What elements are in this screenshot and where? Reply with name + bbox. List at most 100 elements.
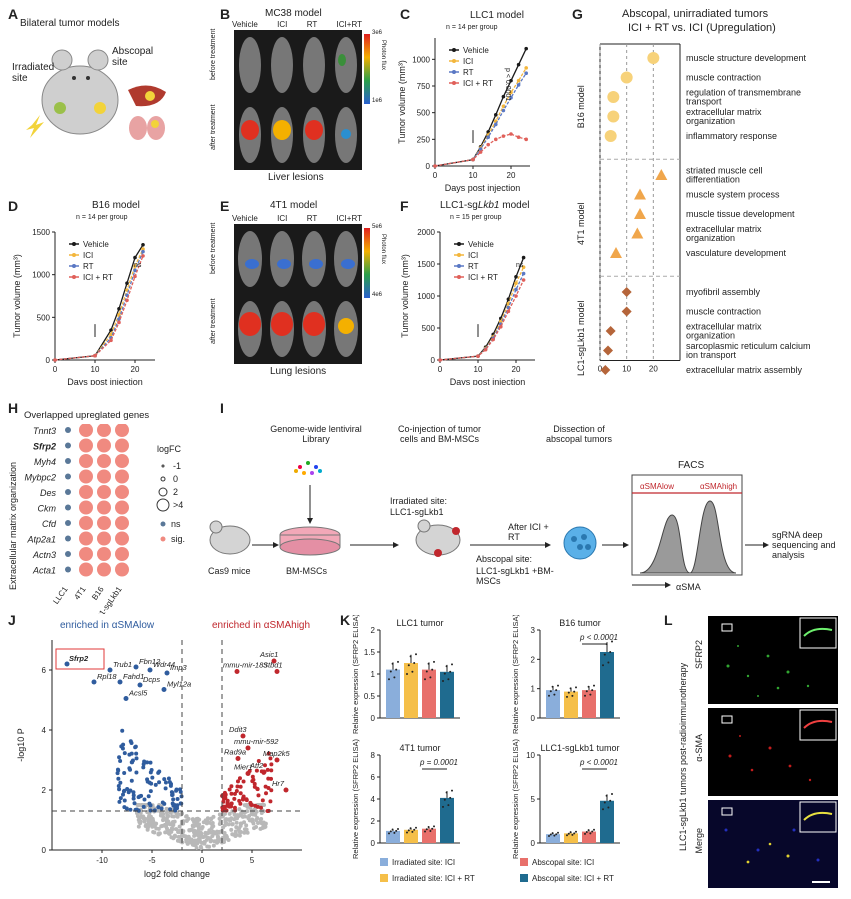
volcano-point-low: [170, 792, 175, 797]
col-vehicle: Vehicle: [232, 214, 258, 223]
volcano-point-ns: [253, 812, 258, 817]
dot-sig: [97, 531, 111, 546]
volcano-point-ns: [245, 804, 250, 809]
volcano-point-low: [131, 790, 136, 795]
volcano-hit-low: [107, 667, 113, 673]
col-rt: RT: [306, 20, 318, 29]
volcano-point-ns: [235, 816, 240, 821]
cas9-mouse: [209, 520, 251, 555]
panel-h-ylabel: Extracellular matrix organization: [8, 461, 18, 590]
y-tick-label: 500: [417, 109, 431, 118]
volcano-point-ns: [147, 819, 152, 824]
volcano-point-ns: [217, 816, 222, 821]
y-tick-label: 0: [371, 714, 376, 723]
dot-sig: [79, 531, 93, 546]
x-axis-label: Days post injection: [450, 377, 526, 385]
volcano-point-low: [147, 780, 152, 785]
volcano-plot: 0 2 4 6 -10 -5 0 5 log2 fold change -log10 P Sfrp2…: [16, 640, 302, 879]
replicate-point: [585, 690, 588, 693]
go-point-circle: [607, 110, 620, 123]
data-point: [125, 298, 129, 303]
data-point: [506, 309, 511, 314]
label-cas9-mice: Cas9 mice: [208, 566, 251, 576]
volcano-point-low: [129, 740, 134, 745]
volcano-point-ns: [171, 836, 176, 841]
volcano-point-low: [120, 792, 125, 797]
y-axis-label: Relative expression (SFRP2 ELISA): [511, 615, 520, 734]
volcano-point-ns: [234, 825, 239, 830]
gene-label: Actn3: [32, 550, 56, 560]
series-line-icirt: [439, 279, 525, 361]
y-tick-label: 8: [371, 751, 376, 760]
data-point: [516, 78, 521, 83]
volcano-point-ns: [186, 835, 191, 840]
legend-size: [158, 487, 168, 497]
col-icirt: ICI+RT: [336, 214, 362, 223]
dot-sig: [115, 424, 129, 437]
replicate-point: [413, 828, 416, 831]
bar: [440, 671, 454, 718]
volcano-point-high: [269, 768, 274, 773]
volcano-point-low: [122, 770, 127, 775]
legend-label: RT: [468, 262, 479, 271]
volcano-hit-low: [137, 682, 143, 688]
data-point: [478, 150, 483, 154]
data-point: [501, 108, 506, 113]
y-axis-label: Relative expression (SFRP2 ELISA): [511, 738, 520, 859]
label-irradiated-site: Irradiated site:: [390, 496, 448, 506]
volcano-point-low: [133, 744, 138, 749]
volcano-point-low: [128, 788, 133, 793]
x-axis-label: Days post injection: [445, 183, 521, 193]
replicate-point: [549, 833, 552, 836]
data-point: [133, 255, 137, 260]
legend-size: [160, 476, 166, 482]
group-label: 4T1 model: [576, 202, 586, 245]
volcano-point-ns: [246, 816, 251, 821]
volcano-point-ns: [170, 826, 175, 831]
volcano-point-low: [130, 760, 135, 765]
x-axis-label: Days post injection: [67, 377, 143, 385]
replicate-point: [391, 662, 394, 665]
dot-ns: [65, 458, 71, 464]
replicate-point: [424, 678, 426, 681]
volcano-point-high: [237, 798, 242, 803]
panel-a-label: A: [8, 6, 19, 22]
volcano-point-ns: [194, 839, 199, 844]
volcano-point-high: [238, 784, 243, 789]
y-tick-label: 2: [531, 655, 536, 664]
bar: [422, 669, 436, 718]
volcano-point-ns: [174, 827, 179, 832]
volcano-point-ns: [175, 814, 180, 819]
volcano-point-low: [159, 806, 164, 811]
col-vehicle: Vehicle: [232, 20, 258, 29]
dot-sig: [97, 469, 111, 484]
panel-f-title: LLC1-sgLkb1 model: [440, 200, 530, 211]
bar: [546, 834, 560, 843]
elisa-bar-charts: LLC1 tumor 0 0.5 1 1.5 2 Relative expression (…: [351, 615, 620, 883]
abscopal-site-label: Abscopal site: [112, 46, 154, 68]
data-point: [514, 287, 518, 292]
data-point: [514, 275, 518, 279]
replicate-point: [553, 834, 556, 837]
x-tick-label: 0: [433, 171, 438, 180]
legend-marker: [72, 253, 76, 257]
replicate-point: [449, 796, 452, 799]
volcano-point-high: [232, 796, 237, 801]
mc38-scale-label: Photon flux: [380, 40, 386, 71]
dot-sig: [115, 531, 129, 546]
hit-label-low: Wdr44: [153, 660, 175, 669]
go-term-label: differentiation: [686, 175, 740, 185]
hit-label-low: Imp3: [170, 663, 188, 672]
x-tick-label: 20: [507, 171, 516, 180]
col-ici: ICI: [277, 214, 288, 223]
y-tick-label: 1.5: [364, 648, 376, 657]
volcano-point-low: [131, 793, 136, 798]
y-axis-label: -log10 P: [16, 728, 26, 762]
replicate-point: [445, 791, 448, 794]
go-point-triangle: [610, 247, 622, 258]
volcano-point-ns: [194, 845, 199, 850]
volcano-point-ns: [218, 820, 223, 825]
volcano-point-low: [146, 794, 151, 799]
volcano-hit-high: [234, 669, 240, 674]
legend-label: ICI: [83, 251, 93, 260]
